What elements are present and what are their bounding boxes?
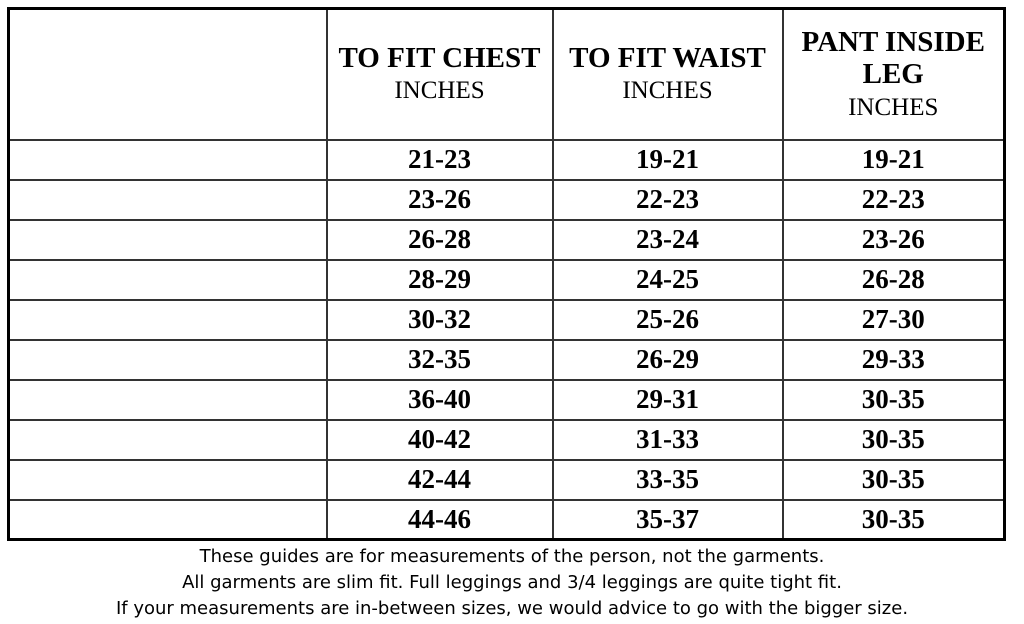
header-cell-leg: PANT INSIDE LEG INCHES	[781, 7, 1006, 141]
cell-leg-value: 30-35	[781, 498, 1006, 541]
header-waist-unit: INCHES	[622, 77, 713, 105]
size-chart-container: LADIES SIZES TO ORDER TO FIT CHEST INCHE…	[7, 7, 1006, 541]
cell-chest-value: 32-35	[325, 338, 554, 381]
table-row: S (ladies 8-10) 32-35 26-29 29-33	[7, 338, 1006, 381]
table-row: M (ladies 10-12) 36-40 29-31 30-35	[7, 378, 1006, 421]
header-leg-unit: INCHES	[848, 93, 939, 121]
cell-chest-value: 36-40	[325, 378, 554, 421]
cell-waist-value: 31-33	[551, 418, 784, 461]
table-row: L (ladies 12-14) 40-42 31-33 30-35	[7, 418, 1006, 461]
cell-leg-value: 23-26	[781, 218, 1006, 261]
cell-chest-value: 26-28	[325, 218, 554, 261]
table-row: 10/11 yrs 28-29 24-25 26-28	[7, 258, 1006, 301]
cell-waist-value: 19-21	[551, 138, 784, 181]
table-body: 4/5 yrs 21-23 19-21 19-21 6/7 yrs 23-26 22-23 2…	[7, 138, 1006, 541]
cell-leg-value: 29-33	[781, 338, 1006, 381]
cell-size-label: 10/11 yrs	[7, 258, 328, 301]
footer-notes: These guides are for measurements of the…	[0, 544, 1024, 622]
cell-size-label: M (ladies 10-12)	[7, 378, 328, 421]
cell-size-label: 8/9 yrs	[7, 218, 328, 261]
header-chest-unit: INCHES	[394, 77, 485, 105]
table-row: 8/9 yrs 26-28 23-24 23-26	[7, 218, 1006, 261]
cell-size-label: XL (ladies 14-16)	[7, 458, 328, 501]
cell-chest-value: 42-44	[325, 458, 554, 501]
cell-waist-value: 23-24	[551, 218, 784, 261]
cell-leg-value: 19-21	[781, 138, 1006, 181]
cell-waist-value: 35-37	[551, 498, 784, 541]
table-row: 2XL (ladies 16-18) 44-46 35-37 30-35	[7, 498, 1006, 541]
header-size-line1: LADIES	[10, 35, 123, 69]
cell-waist-value: 22-23	[551, 178, 784, 221]
cell-leg-value: 22-23	[781, 178, 1006, 221]
header-chest-title: TO FIT CHEST	[338, 41, 541, 74]
cell-leg-value: 30-35	[781, 378, 1006, 421]
note-line: These guides are for measurements of the…	[199, 546, 825, 567]
cell-chest-value: 44-46	[325, 498, 554, 541]
cell-leg-value: 26-28	[781, 258, 1006, 301]
table-row: 6/7 yrs 23-26 22-23 22-23	[7, 178, 1006, 221]
header-waist-title: TO FIT WAIST	[569, 41, 766, 74]
cell-chest-value: 40-42	[325, 418, 554, 461]
cell-leg-value: 30-35	[781, 418, 1006, 461]
cell-leg-value: 27-30	[781, 298, 1006, 341]
cell-size-label: 12/14 yrs (ladies 4-6)	[7, 298, 328, 341]
cell-waist-value: 29-31	[551, 378, 784, 421]
table-header: LADIES SIZES TO ORDER TO FIT CHEST INCHE…	[7, 7, 1006, 141]
cell-size-label: 6/7 yrs	[7, 178, 328, 221]
cell-size-label: 4/5 yrs	[7, 138, 328, 181]
header-cell-waist: TO FIT WAIST INCHES	[551, 7, 784, 141]
header-leg-title: PANT INSIDE LEG	[801, 25, 985, 91]
cell-waist-value: 33-35	[551, 458, 784, 501]
cell-size-label: 2XL (ladies 16-18)	[7, 498, 328, 541]
cell-leg-value: 30-35	[781, 458, 1006, 501]
note-line: If your measurements are in-between size…	[115, 598, 909, 619]
note-line: All garments are slim fit. Full leggings…	[182, 572, 842, 593]
size-chart-table: LADIES SIZES TO ORDER TO FIT CHEST INCHE…	[7, 7, 1006, 541]
header-cell-chest: TO FIT CHEST INCHES	[325, 7, 554, 141]
table-row: XL (ladies 14-16) 42-44 33-35 30-35	[7, 458, 1006, 501]
header-row: LADIES SIZES TO ORDER TO FIT CHEST INCHE…	[7, 7, 1006, 141]
cell-waist-value: 24-25	[551, 258, 784, 301]
cell-waist-value: 25-26	[551, 298, 784, 341]
cell-chest-value: 21-23	[325, 138, 554, 181]
cell-waist-value: 26-29	[551, 338, 784, 381]
cell-chest-value: 28-29	[325, 258, 554, 301]
cell-chest-value: 30-32	[325, 298, 554, 341]
header-size-line2: SIZES TO ORDER	[10, 74, 264, 108]
table-row: 4/5 yrs 21-23 19-21 19-21	[7, 138, 1006, 181]
table-row: 12/14 yrs (ladies 4-6) 30-32 25-26 27-30	[7, 298, 1006, 341]
cell-chest-value: 23-26	[325, 178, 554, 221]
header-cell-size: LADIES SIZES TO ORDER	[7, 7, 328, 141]
cell-size-label: S (ladies 8-10)	[7, 338, 328, 381]
cell-size-label: L (ladies 12-14)	[7, 418, 328, 461]
